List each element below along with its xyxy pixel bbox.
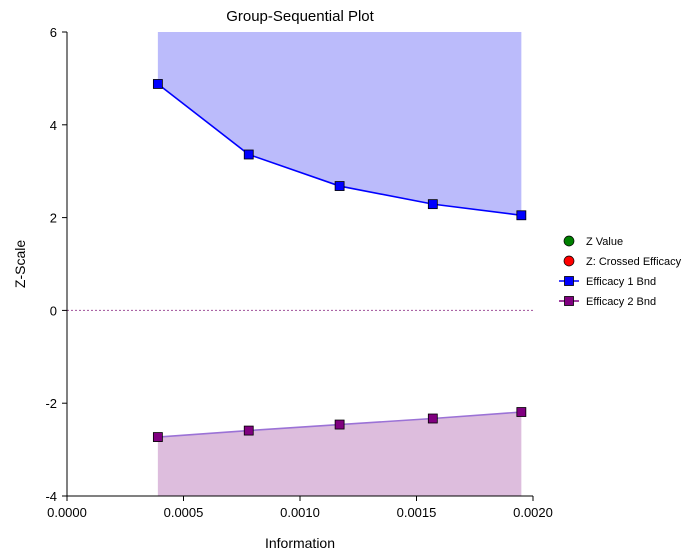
data-point-series-0 bbox=[243, 149, 254, 160]
x-tick-label: 0.0005 bbox=[164, 505, 204, 520]
legend-label: Z: Crossed Efficacy bbox=[586, 256, 682, 268]
data-point-series-0 bbox=[516, 210, 527, 221]
axes-group: -4 -2 0 2 4 6 0.0000 0.0005 0.0010 0.0015 0.0020 bbox=[45, 25, 552, 520]
data-point-series-1 bbox=[334, 419, 345, 430]
y-tick-label: 4 bbox=[50, 118, 57, 133]
x-tick-label: 0.0000 bbox=[47, 505, 87, 520]
data-point-series-0 bbox=[152, 79, 163, 89]
series-group bbox=[152, 79, 527, 442]
legend-label: Efficacy 2 Bnd bbox=[586, 296, 656, 308]
y-tick-label: 0 bbox=[50, 303, 57, 318]
legend-marker-square bbox=[564, 276, 574, 286]
y-tick-label: 6 bbox=[50, 25, 57, 40]
legend: Z Value Z: Crossed Efficacy Efficacy 1 Bnd… bbox=[559, 235, 682, 308]
x-tick-label: 0.0020 bbox=[513, 505, 553, 520]
chart-title: Group-Sequential Plot bbox=[226, 8, 374, 25]
data-point-series-0 bbox=[334, 181, 345, 191]
data-point-series-1 bbox=[152, 432, 163, 442]
data-point-series-1 bbox=[516, 407, 527, 417]
legend-marker-circle bbox=[563, 235, 575, 247]
data-point-series-0 bbox=[427, 199, 438, 210]
data-point-series-1 bbox=[243, 425, 254, 436]
x-tick-label: 0.0010 bbox=[280, 505, 320, 520]
x-tick-label: 0.0015 bbox=[397, 505, 437, 520]
legend-label: Efficacy 1 Bnd bbox=[586, 276, 656, 288]
y-tick-label: 2 bbox=[50, 211, 57, 226]
legend-marker-circle bbox=[563, 255, 575, 267]
x-axis-label: Information bbox=[265, 535, 335, 551]
y-tick-label: -2 bbox=[45, 396, 57, 411]
y-tick-label: -4 bbox=[45, 489, 57, 504]
y-axis-label: Z-Scale bbox=[12, 240, 28, 288]
fill-region-series-0 bbox=[157, 32, 522, 216]
data-point-series-1 bbox=[427, 413, 438, 424]
legend-marker-square bbox=[564, 296, 574, 306]
legend-label: Z Value bbox=[586, 236, 623, 248]
